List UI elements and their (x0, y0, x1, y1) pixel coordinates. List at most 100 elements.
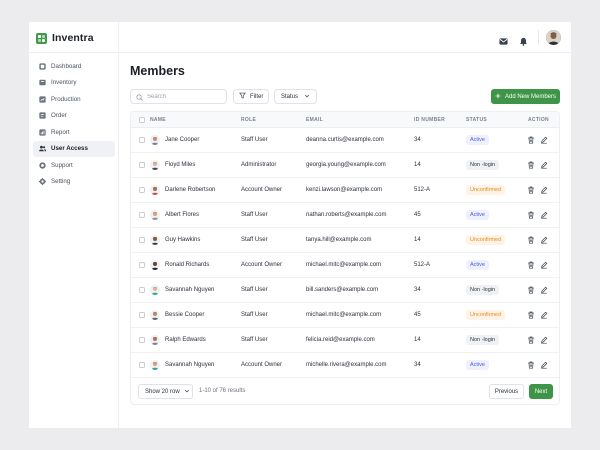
edit-icon[interactable] (540, 211, 548, 219)
member-role: Staff User (241, 212, 268, 218)
member-email: felicia.reid@example.com (306, 337, 375, 343)
avatar (150, 135, 160, 145)
table-row[interactable]: Savannah Nguyen Account Owner michelle.riv… (131, 353, 559, 378)
users-icon (39, 145, 46, 152)
row-checkbox[interactable] (139, 237, 145, 243)
sidebar-item-label: Dashboard (51, 62, 82, 70)
member-email: tanya.hill@example.com (306, 237, 372, 243)
search-field[interactable] (130, 89, 227, 104)
avatar (150, 235, 160, 245)
table-footer: Show 20 row 1-10 of 76 results Previous … (131, 377, 559, 404)
avatar (150, 310, 160, 320)
next-button[interactable]: Next (529, 384, 553, 399)
member-id: 14 (414, 237, 421, 243)
sidebar-item-user-access[interactable]: User Access (33, 140, 115, 157)
member-role: Account Owner (241, 362, 283, 368)
table-body: Jane Cooper Staff User deanna.curtis@examp… (131, 128, 559, 378)
trash-icon[interactable] (527, 161, 535, 169)
sidebar-item-dashboard[interactable]: Dashboard (33, 58, 115, 75)
status-badge: Unconfirmed (466, 310, 506, 320)
avatar[interactable] (546, 30, 561, 45)
row-checkbox[interactable] (139, 362, 145, 368)
status-dropdown[interactable]: Status (274, 89, 318, 104)
table-row[interactable]: Bessie Cooper Staff User michael.mitc@exam… (131, 303, 559, 328)
members-table: NAME ROLE EMAIL ID NUMBER STATUS ACTION … (130, 111, 560, 405)
member-name: Albert Flores (165, 212, 200, 218)
sidebar-item-production[interactable]: Production (33, 91, 115, 108)
member-id: 512-A (414, 187, 431, 193)
avatar (150, 360, 160, 370)
table-row[interactable]: Darlene Robertson Account Owner kenzi.laws… (131, 178, 559, 203)
topbar (119, 22, 571, 53)
edit-icon[interactable] (540, 361, 548, 369)
select-all-checkbox[interactable] (139, 116, 145, 123)
trash-icon[interactable] (527, 286, 535, 294)
sidebar-item-setting[interactable]: Setting (33, 174, 115, 191)
sidebar-item-support[interactable]: Support (33, 157, 115, 174)
member-name: Bessie Cooper (165, 312, 205, 318)
table-row[interactable]: Albert Flores Staff User nathan.roberts@ex… (131, 203, 559, 228)
filter-button[interactable]: Filter (233, 89, 270, 104)
edit-icon[interactable] (540, 261, 548, 269)
previous-button[interactable]: Previous (489, 384, 524, 399)
column-header-id[interactable]: ID NUMBER (414, 116, 446, 123)
divider (29, 52, 119, 53)
trash-icon[interactable] (527, 236, 535, 244)
table-row[interactable]: Ralph Edwards Staff User felicia.reid@exam… (131, 328, 559, 353)
search-input[interactable] (147, 93, 223, 100)
sidebar-item-order[interactable]: Order (33, 108, 115, 125)
member-name: Floyd Miles (165, 162, 196, 168)
sidebar-item-label: Order (51, 112, 67, 120)
column-header-role[interactable]: ROLE (241, 116, 257, 123)
trash-icon[interactable] (527, 136, 535, 144)
row-checkbox[interactable] (139, 187, 145, 193)
add-member-button[interactable]: Add New Members (491, 89, 560, 104)
avatar (150, 160, 160, 170)
mail-icon[interactable] (499, 33, 508, 45)
table-row[interactable]: Savannah Nguyen Staff User bill.sanders@ex… (131, 278, 559, 303)
trash-icon[interactable] (527, 336, 535, 344)
sidebar-item-report[interactable]: Report (33, 124, 115, 141)
status-badge: Unconfirmed (466, 185, 506, 195)
sidebar-nav: Dashboard Inventory Production Order Rep… (33, 58, 115, 190)
row-checkbox[interactable] (139, 212, 145, 218)
edit-icon[interactable] (540, 286, 548, 294)
column-header-name[interactable]: NAME (150, 116, 166, 123)
edit-icon[interactable] (540, 336, 548, 344)
member-name: Jane Cooper (165, 137, 200, 143)
member-name: Guy Hawkins (165, 237, 201, 243)
row-checkbox[interactable] (139, 137, 145, 143)
member-id: 14 (414, 337, 421, 343)
row-checkbox[interactable] (139, 287, 145, 293)
trash-icon[interactable] (527, 186, 535, 194)
status-badge: Active (466, 210, 489, 220)
edit-icon[interactable] (540, 236, 548, 244)
row-checkbox[interactable] (139, 262, 145, 268)
table-row[interactable]: Jane Cooper Staff User deanna.curtis@examp… (131, 128, 559, 153)
bell-icon[interactable] (519, 33, 528, 46)
row-checkbox[interactable] (139, 162, 145, 168)
trash-icon[interactable] (527, 311, 535, 319)
trash-icon[interactable] (527, 211, 535, 219)
trash-icon[interactable] (527, 361, 535, 369)
edit-icon[interactable] (540, 136, 548, 144)
column-header-email[interactable]: EMAIL (306, 116, 324, 123)
table-row[interactable]: Floyd Miles Administrator georgia.young@ex… (131, 153, 559, 178)
trash-icon[interactable] (527, 261, 535, 269)
add-member-label: Add New Members (504, 93, 557, 100)
member-id: 34 (414, 362, 421, 368)
row-checkbox[interactable] (139, 337, 145, 343)
rows-per-page-select[interactable]: Show 20 row (138, 384, 193, 399)
table-row[interactable]: Guy Hawkins Staff User tanya.hill@example.… (131, 228, 559, 253)
avatar (150, 260, 160, 270)
table-row[interactable]: Ronald Richards Account Owner michael.mitc… (131, 253, 559, 278)
edit-icon[interactable] (540, 311, 548, 319)
member-id: 45 (414, 212, 421, 218)
member-email: michelle.rivera@example.com (306, 362, 387, 368)
brand[interactable]: Inventra (36, 32, 94, 44)
edit-icon[interactable] (540, 186, 548, 194)
edit-icon[interactable] (540, 161, 548, 169)
row-checkbox[interactable] (139, 312, 145, 318)
sidebar-item-inventory[interactable]: Inventory (33, 75, 115, 92)
column-header-status[interactable]: STATUS (466, 116, 488, 123)
